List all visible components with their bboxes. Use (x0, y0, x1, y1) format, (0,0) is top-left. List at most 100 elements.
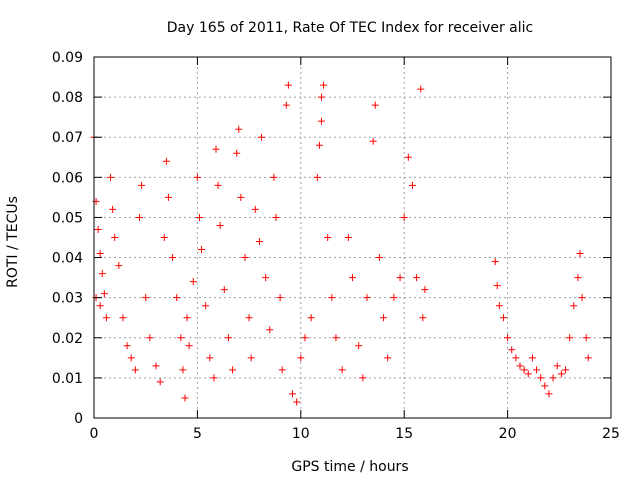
data-point (278, 366, 286, 374)
y-tick-label: 0.08 (52, 90, 83, 106)
data-point (317, 117, 325, 125)
x-tick-label: 0 (90, 426, 99, 442)
data-point (247, 354, 255, 362)
data-point (98, 270, 106, 278)
data-point (504, 334, 512, 342)
axis-ticks (93, 56, 612, 419)
data-point (189, 278, 197, 286)
data-point (94, 225, 102, 233)
data-point (570, 302, 578, 310)
data-point (553, 362, 561, 370)
data-point (162, 157, 170, 165)
data-point (195, 213, 203, 221)
data-point (344, 234, 352, 241)
data-point (417, 85, 425, 93)
data-point (576, 250, 584, 258)
data-point (131, 366, 139, 374)
data-point (224, 334, 232, 342)
data-point (324, 234, 332, 241)
data-point (421, 286, 429, 294)
data-point (317, 93, 325, 101)
data-point (375, 254, 383, 262)
data-point (270, 173, 278, 181)
data-point (216, 221, 224, 229)
data-point (315, 141, 323, 149)
data-point (499, 314, 507, 322)
data-point (289, 390, 297, 398)
data-point (229, 366, 237, 374)
data-point (380, 314, 388, 322)
y-tick-label: 0 (74, 411, 83, 427)
data-point (138, 181, 146, 189)
data-point (183, 314, 191, 322)
data-point (582, 334, 590, 342)
data-point (328, 294, 336, 302)
data-point (135, 213, 143, 221)
data-point (276, 294, 284, 302)
data-point (111, 234, 119, 241)
data-point (193, 173, 201, 181)
data-point (369, 137, 377, 145)
data-point (123, 342, 131, 350)
data-point (127, 354, 135, 362)
data-point (524, 370, 532, 378)
data-point (537, 374, 545, 382)
data-point (156, 378, 164, 386)
data-point (214, 181, 222, 189)
data-point (173, 294, 181, 302)
data-point (320, 81, 328, 89)
data-point (272, 213, 280, 221)
data-point (404, 153, 412, 161)
x-tick-label: 5 (193, 426, 202, 442)
data-point (297, 354, 305, 362)
data-point (266, 326, 274, 334)
data-point (545, 390, 553, 398)
data-point (313, 173, 321, 181)
x-tick-label: 25 (602, 426, 620, 442)
data-point (384, 354, 392, 362)
data-point (566, 334, 574, 342)
data-point (115, 262, 123, 270)
y-tick-label: 0.06 (52, 170, 83, 186)
data-point (390, 294, 398, 302)
data-point (363, 294, 371, 302)
x-tick-label: 10 (292, 426, 310, 442)
x-tick-labels: 0 5 10 15 20 25 (90, 426, 620, 442)
data-point (413, 274, 421, 282)
data-point (251, 205, 259, 213)
data-point (349, 274, 356, 282)
data-point (255, 238, 263, 246)
data-point (152, 362, 160, 370)
x-tick-label: 15 (395, 426, 413, 442)
y-tick-label: 0.02 (52, 331, 83, 347)
data-point (371, 101, 379, 109)
data-point (235, 125, 243, 133)
data-point (332, 334, 340, 342)
data-point (202, 302, 210, 310)
data-point (258, 133, 266, 141)
data-point (562, 366, 570, 374)
data-point (233, 149, 241, 157)
data-point (419, 314, 427, 322)
data-point (512, 354, 520, 362)
data-point (160, 234, 168, 241)
data-point (212, 145, 220, 153)
data-point (359, 374, 367, 382)
y-tick-label: 0.01 (52, 371, 83, 387)
x-axis-label: GPS time / hours (291, 459, 408, 475)
data-point (107, 173, 115, 181)
data-point (102, 314, 110, 322)
data-point (578, 294, 586, 302)
data-point (237, 193, 245, 201)
data-point (245, 314, 253, 322)
data-point (169, 254, 177, 262)
y-tick-label: 0.07 (52, 130, 83, 146)
y-tick-label: 0.04 (52, 251, 83, 267)
data-point (164, 193, 172, 201)
x-tick-label: 20 (499, 426, 517, 442)
data-point (557, 370, 565, 378)
data-point (96, 250, 104, 258)
data-point (206, 354, 214, 362)
data-point (142, 294, 150, 302)
